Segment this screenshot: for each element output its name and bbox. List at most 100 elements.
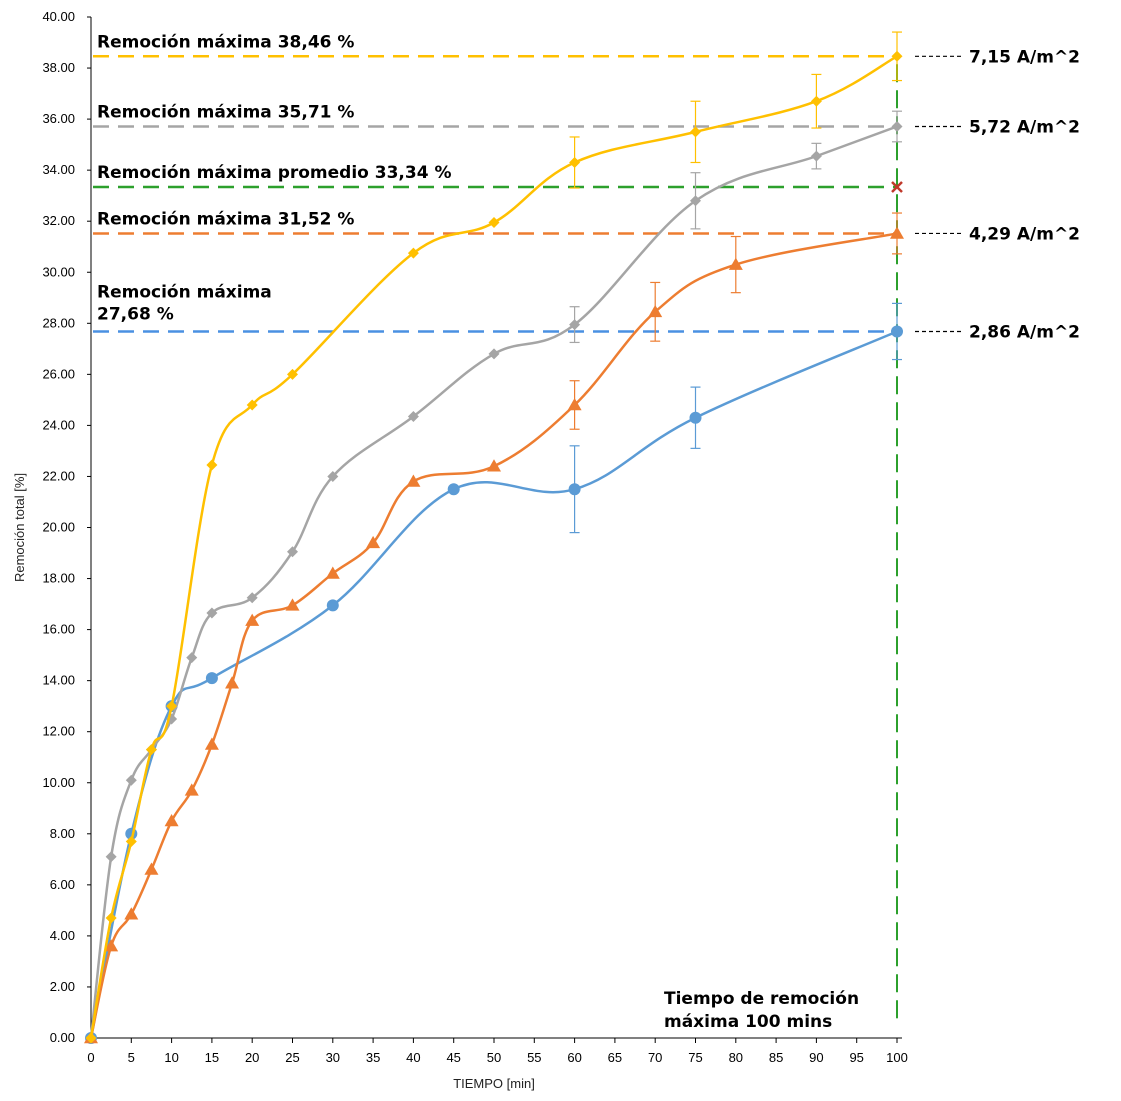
data-point [366, 535, 381, 549]
x-tick-label: 75 [688, 1050, 702, 1065]
data-point [690, 126, 701, 138]
y-tick-label: 40.00 [42, 9, 75, 24]
x-tick-label: 90 [809, 1050, 823, 1065]
reference-label: 27,68 % [97, 304, 174, 324]
data-point [287, 368, 298, 380]
data-point [648, 304, 663, 318]
data-point [569, 319, 581, 331]
reference-label: Remoción máxima promedio 33,34 % [97, 163, 452, 183]
data-point [186, 652, 198, 664]
data-point [891, 121, 903, 133]
x-tick-label: 60 [567, 1050, 581, 1065]
data-point [326, 599, 339, 612]
series-line [89, 125, 898, 1039]
data-point [246, 399, 258, 411]
data-point [85, 1032, 97, 1044]
x-tick-label: 85 [769, 1050, 783, 1065]
y-tick-label: 8.00 [50, 826, 75, 841]
data-point [407, 410, 419, 422]
data-point [569, 156, 581, 168]
x-tick-label: 55 [527, 1050, 541, 1065]
x-tick-label: 30 [326, 1050, 340, 1065]
series-line [89, 55, 898, 1039]
y-tick-label: 12.00 [42, 724, 75, 739]
average-marker [891, 181, 903, 193]
y-tick-label: 18.00 [42, 571, 75, 586]
y-tick-label: 10.00 [42, 775, 75, 790]
reference-label: Remoción máxima 31,52 % [97, 209, 354, 229]
data-point [327, 470, 339, 482]
reference-label: Remoción máxima 35,71 % [97, 103, 354, 123]
x-tick-label: 45 [446, 1050, 460, 1065]
data-point [447, 483, 460, 496]
data-point [205, 672, 218, 685]
x-tick-label: 15 [205, 1050, 219, 1065]
data-point [204, 737, 219, 750]
reference-label: Remoción máxima [97, 282, 272, 302]
y-tick-label: 32.00 [42, 213, 75, 228]
y-tick-label: 14.00 [42, 673, 75, 688]
x-tick-label: 0 [87, 1050, 94, 1065]
series-line [89, 330, 898, 1039]
x-axis-title: TIEMPO [min] [453, 1076, 535, 1091]
data-point [810, 150, 822, 162]
data-point [891, 325, 903, 338]
data-point [488, 348, 500, 360]
y-tick-label: 38.00 [42, 60, 75, 75]
y-tick-label: 0.00 [50, 1030, 75, 1045]
y-tick-label: 4.00 [50, 928, 75, 943]
data-point [125, 774, 137, 786]
data-point [144, 862, 159, 875]
data-point [406, 474, 421, 487]
x-tick-label: 80 [729, 1050, 743, 1065]
data-point [890, 226, 904, 239]
data-point [164, 814, 179, 827]
data-point [225, 676, 240, 689]
x-tick-label: 5 [128, 1050, 135, 1065]
data-point [325, 566, 340, 579]
data-point [104, 939, 119, 952]
data-point [568, 483, 581, 496]
x-tick-label: 20 [245, 1050, 259, 1065]
x-tick-label: 100 [886, 1050, 908, 1065]
data-point [488, 216, 500, 228]
y-tick-label: 24.00 [42, 417, 75, 432]
data-point [105, 912, 117, 924]
data-point [487, 459, 501, 472]
y-tick-label: 22.00 [42, 468, 75, 483]
data-point [407, 247, 419, 259]
right-label: 4,29 A/m^2 [969, 224, 1080, 244]
data-point [689, 411, 702, 424]
data-point [245, 613, 260, 626]
y-tick-label: 30.00 [42, 264, 75, 279]
x-tick-label: 10 [164, 1050, 178, 1065]
x-tick-label: 35 [366, 1050, 380, 1065]
data-point [105, 851, 117, 863]
data-point [567, 397, 582, 411]
x-tick-label: 50 [487, 1050, 501, 1065]
data-point [145, 744, 157, 756]
data-point [728, 257, 743, 270]
data-point [246, 592, 258, 604]
reference-label: Remoción máxima 38,46 % [97, 32, 354, 52]
data-point [285, 598, 300, 611]
y-tick-label: 6.00 [50, 877, 75, 892]
data-point [891, 50, 903, 62]
x-tick-label: 70 [648, 1050, 662, 1065]
y-tick-label: 26.00 [42, 366, 75, 381]
y-tick-label: 36.00 [42, 111, 75, 126]
y-tick-label: 16.00 [42, 622, 75, 637]
y-tick-label: 20.00 [42, 520, 75, 535]
data-point [166, 700, 178, 712]
data-point [184, 783, 199, 796]
data-point [206, 607, 218, 619]
data-point [206, 459, 218, 471]
y-tick-label: 2.00 [50, 979, 75, 994]
y-tick-label: 28.00 [42, 315, 75, 330]
data-point [124, 907, 139, 920]
time-annotation: Tiempo de remoción [664, 989, 859, 1009]
data-point [810, 95, 822, 107]
right-label: 2,86 A/m^2 [969, 322, 1080, 342]
